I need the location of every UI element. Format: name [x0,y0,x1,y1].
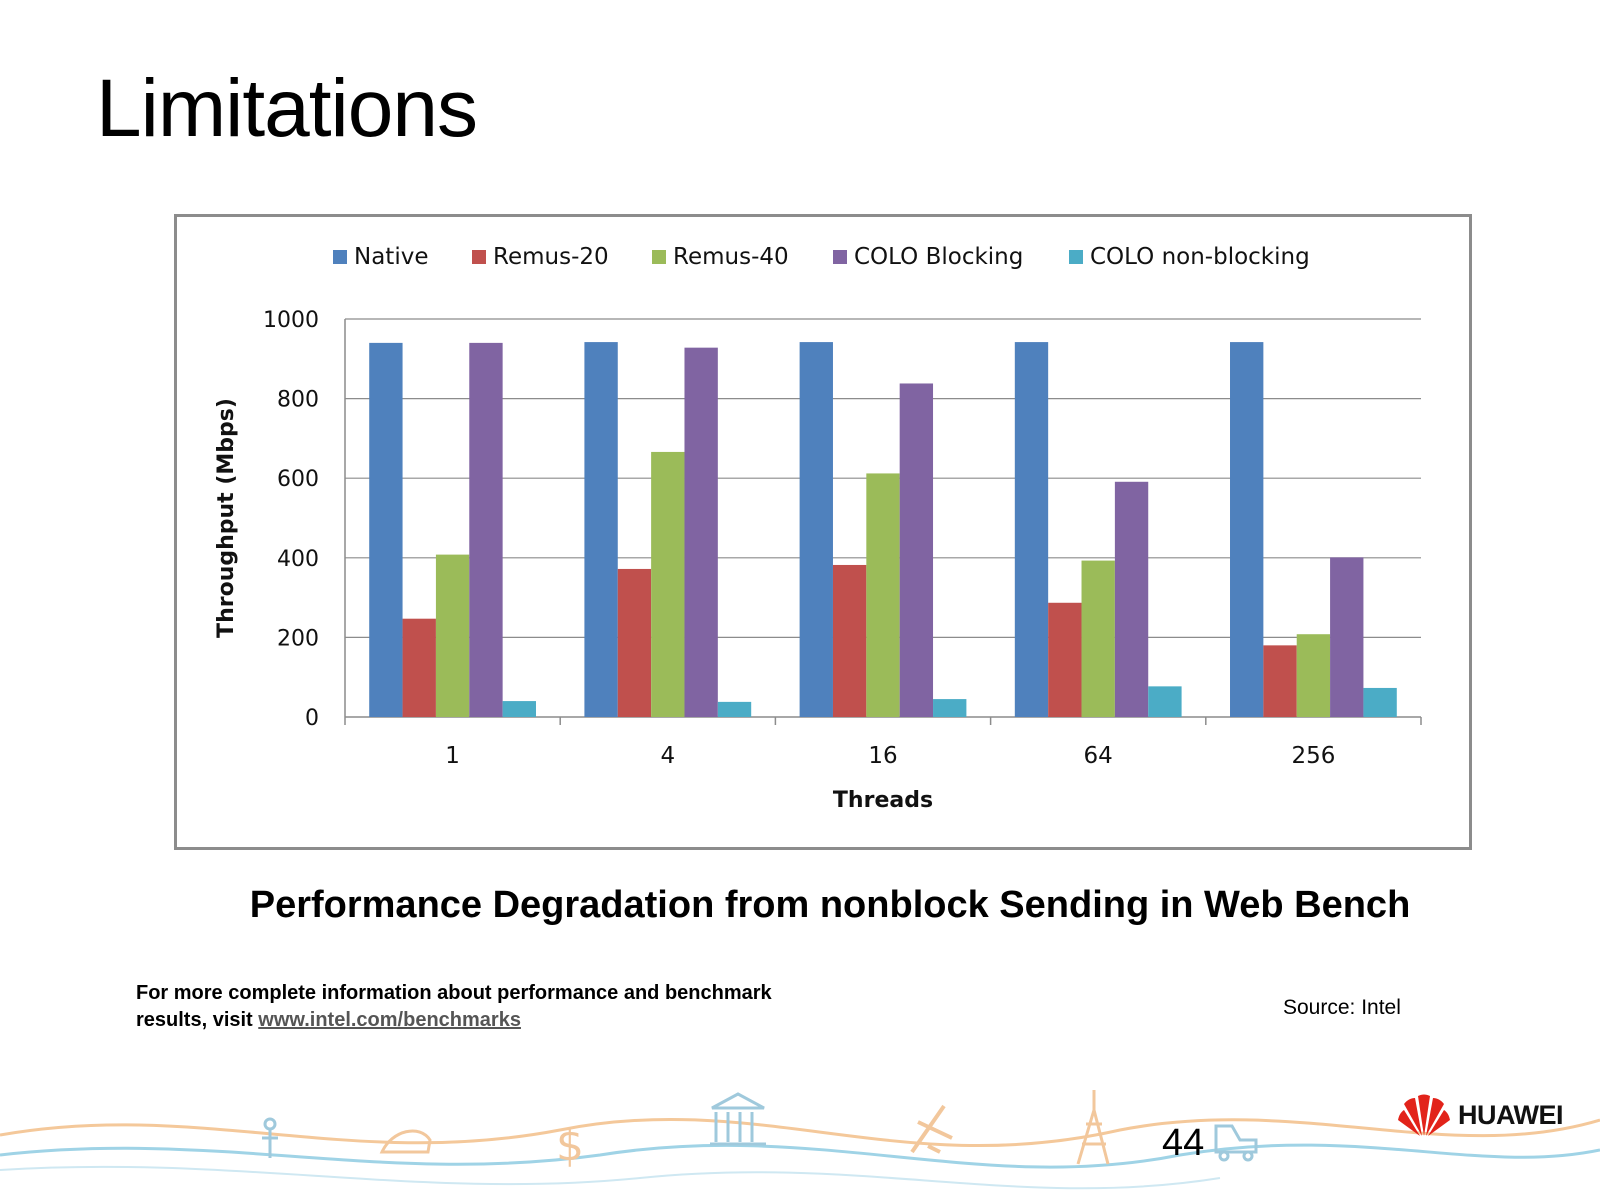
legend-label: Native [354,244,428,270]
bar [617,568,652,717]
bar [866,473,900,717]
footnote-line-1: For more complete information about perf… [136,982,772,1004]
legend-label: COLO Blocking [854,244,1023,270]
huawei-logo: HUAWEI [1398,1092,1564,1138]
benchmark-footnote: For more complete information about perf… [136,980,772,1034]
huawei-petal-icon [1398,1094,1450,1136]
bar [1014,342,1049,717]
y-tick-label: 200 [277,626,319,651]
train-icon [379,1129,432,1154]
bar [933,699,967,717]
bar [502,701,536,717]
x-tick-label: 1 [445,743,460,769]
y-tick-label: 0 [305,706,319,731]
footnote-prefix: results, visit [136,1009,259,1031]
bar [651,451,685,717]
footnote-line-2: results, visit www.intel.com/benchmarks [136,1007,772,1034]
dollar-icon: $ [556,1120,584,1171]
bar [799,342,833,717]
legend-label: Remus-40 [673,244,789,270]
x-tick-label: 16 [868,743,897,769]
bar [1330,557,1364,717]
person-icon [262,1117,278,1158]
bar [899,383,934,717]
bar [1148,686,1182,717]
bar [402,618,436,717]
bar [1363,687,1397,717]
benchmarks-link[interactable]: www.intel.com/benchmarks [258,1009,521,1031]
legend-swatch [833,250,847,264]
bar [1263,645,1297,717]
x-tick-label: 256 [1291,743,1335,769]
legend-swatch [1069,250,1083,264]
chart-frame: 0 200 400 600 800 1000 1 4 16 64 256 Threads Through… [174,214,1472,850]
y-tick-label: 800 [277,388,319,413]
bar [717,701,752,717]
y-tick-label: 400 [277,547,319,572]
legend-swatch [472,250,486,264]
legend-label: Remus-20 [493,244,609,270]
bar [1048,602,1082,717]
y-tick-label: 1000 [263,308,319,333]
legend-swatch [652,250,666,264]
x-tick-label: 4 [660,743,675,769]
bank-icon [710,1092,766,1146]
chart-caption: Performance Degradation from nonblock Se… [249,884,1411,926]
x-axis-title: Threads [833,788,933,813]
bar [1230,342,1264,717]
bar [1296,634,1331,717]
footer-wave-decoration: $ [0,1090,1600,1190]
source-label: Source: Intel [1283,996,1401,1019]
vehicle-icon [1214,1124,1258,1162]
bar [1114,481,1149,717]
y-axis-title: Throughput (Mbps) [214,398,239,638]
bar [369,342,403,717]
tower-icon [1076,1090,1110,1165]
bar [832,564,867,717]
slide-title: Limitations [96,63,478,154]
page-number: 44 [1162,1122,1205,1164]
bar-chart: 0 200 400 600 800 1000 1 4 16 64 256 Threads Through… [214,244,1422,813]
bar [684,347,718,717]
bar [435,554,470,717]
airplane-icon [910,1104,953,1154]
legend-label: COLO non-blocking [1090,244,1310,270]
bar [584,342,618,717]
y-tick-label: 600 [277,467,319,492]
huawei-wordmark: HUAWEI [1458,1099,1564,1130]
bar [1081,560,1115,717]
legend-swatch [333,250,347,264]
x-tick-label: 64 [1084,743,1113,769]
bar [469,342,503,717]
